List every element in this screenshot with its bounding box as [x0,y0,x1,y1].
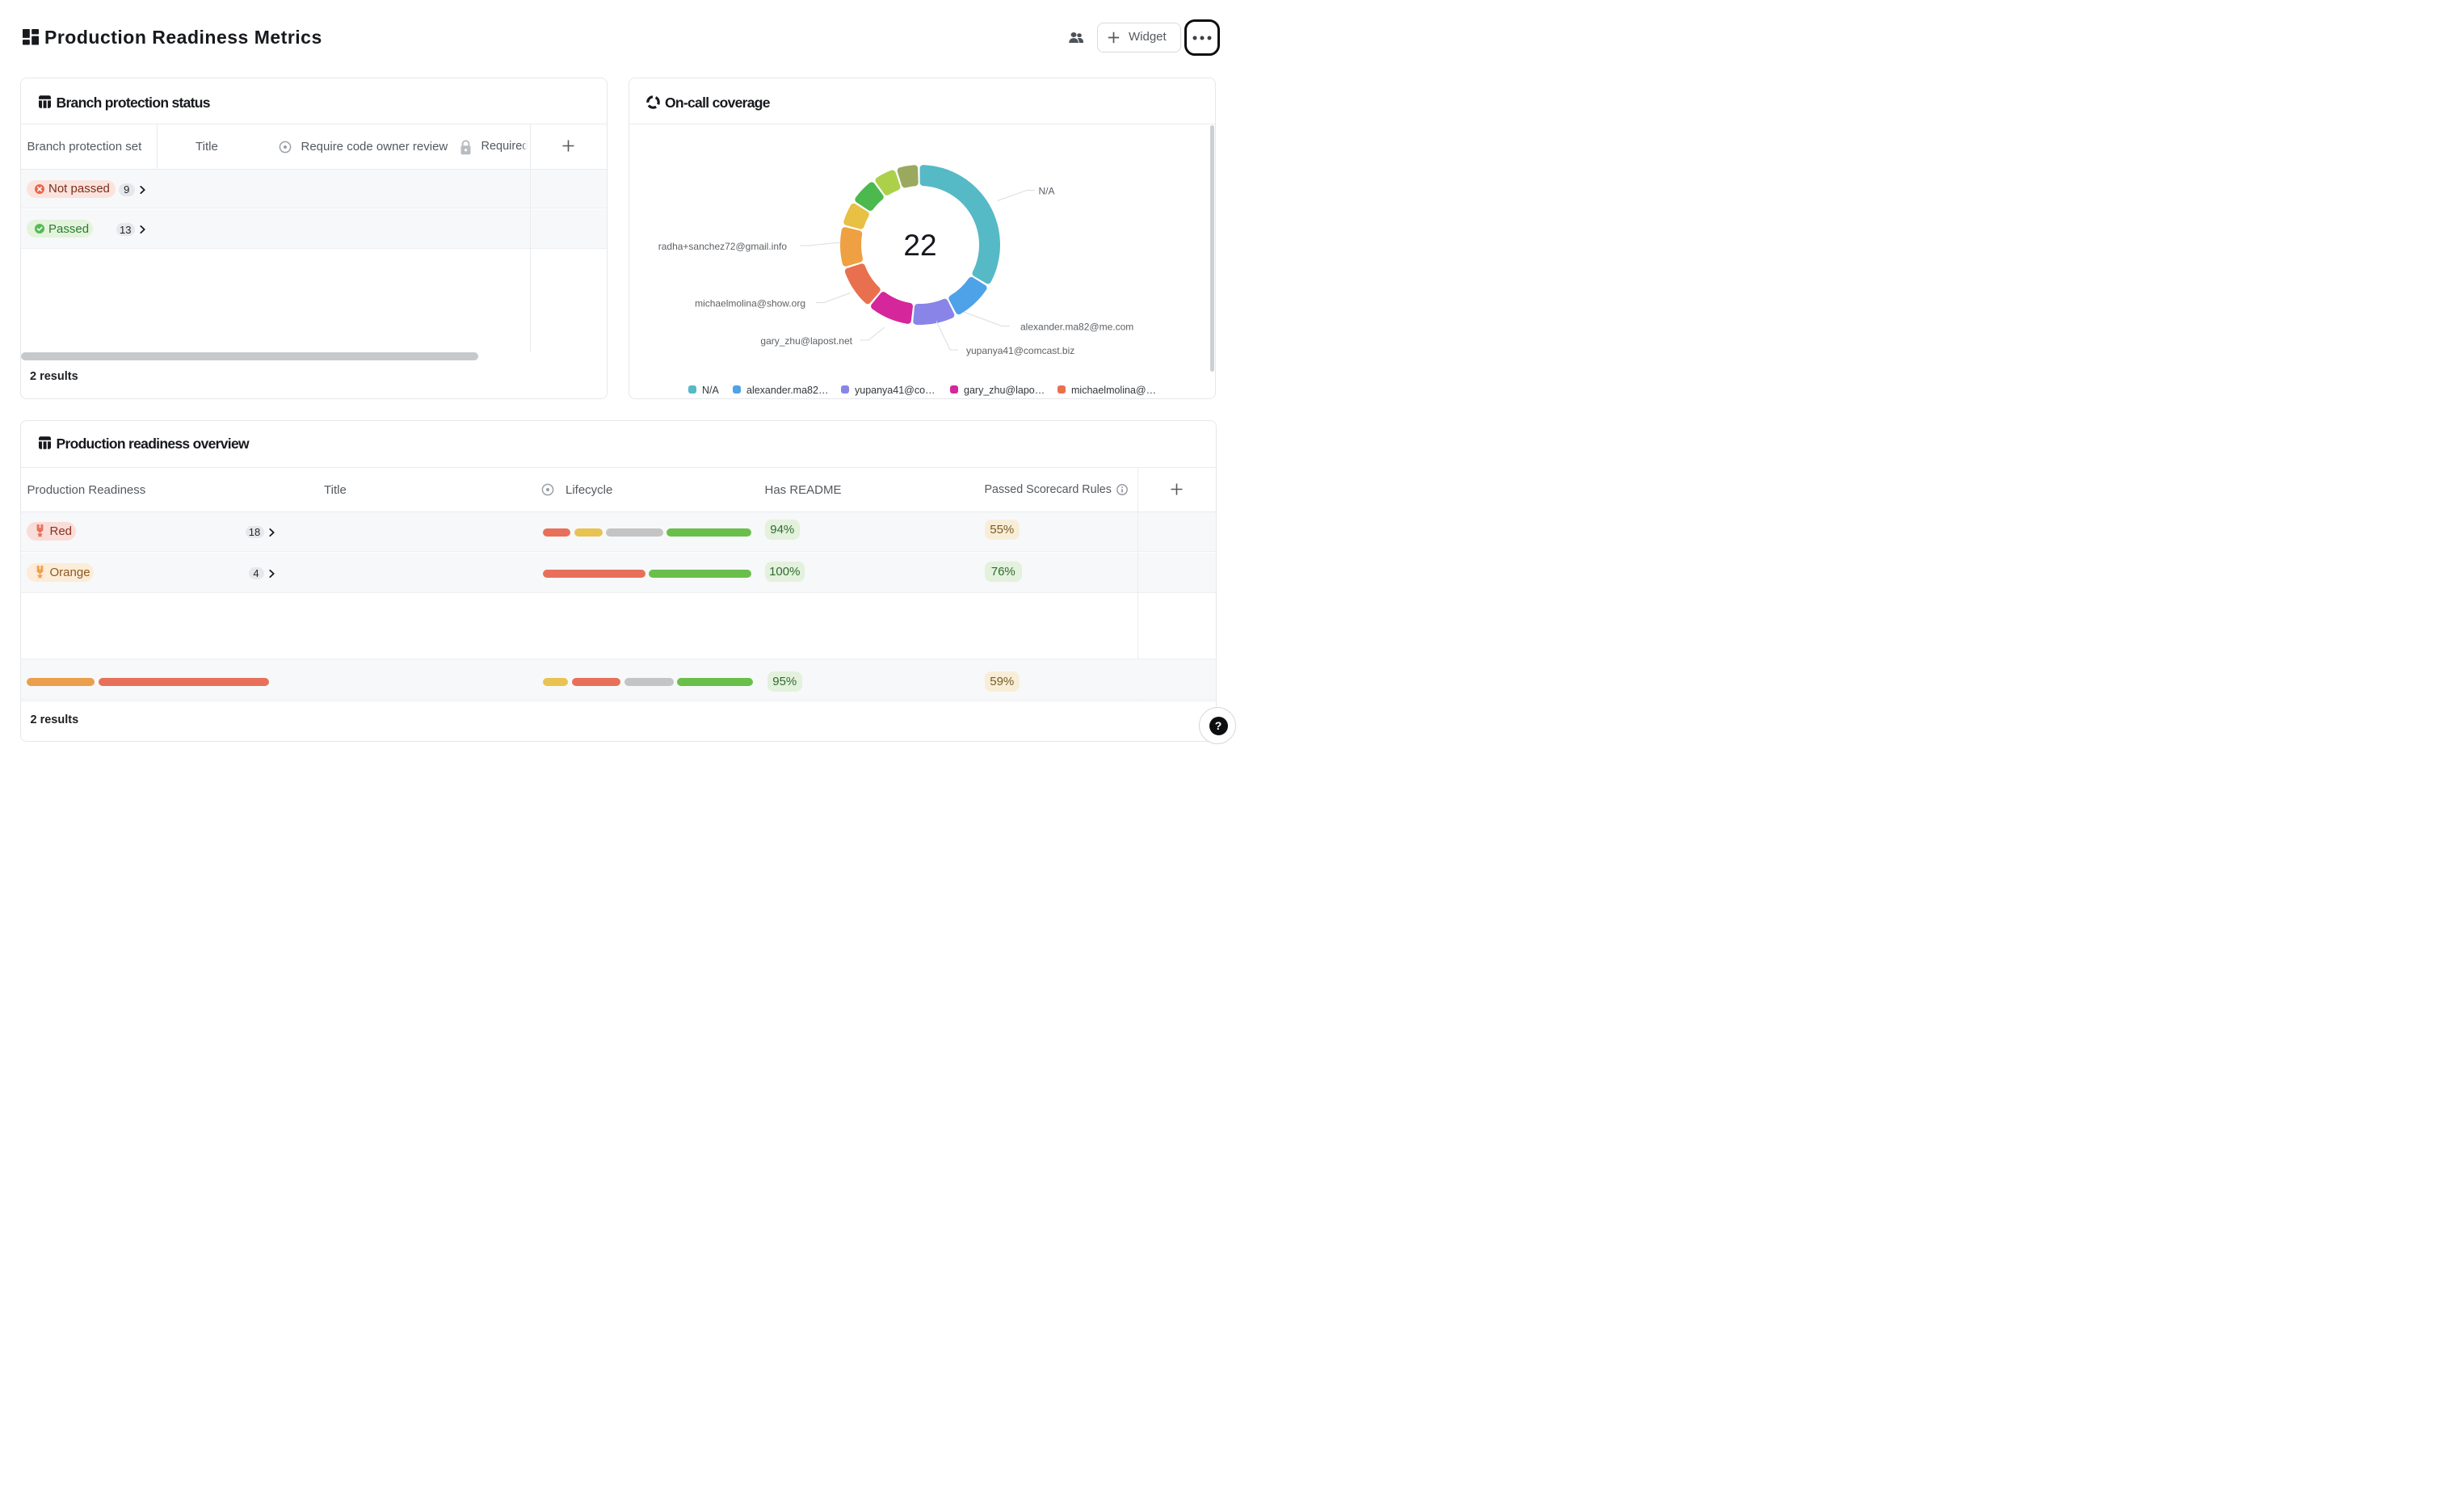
svg-text:gary_zhu@lapost.net: gary_zhu@lapost.net [760,335,852,347]
svg-text:yupanya41@comcast.biz: yupanya41@comcast.biz [966,345,1074,356]
svg-text:michaelmolina@show.org: michaelmolina@show.org [695,298,805,309]
svg-text:radha+sanchez72@gmail.info: radha+sanchez72@gmail.info [658,241,788,252]
svg-text:alexander.ma82@me.com: alexander.ma82@me.com [1020,322,1133,333]
svg-text:N/A: N/A [1039,186,1055,197]
svg-text:22: 22 [903,229,936,262]
